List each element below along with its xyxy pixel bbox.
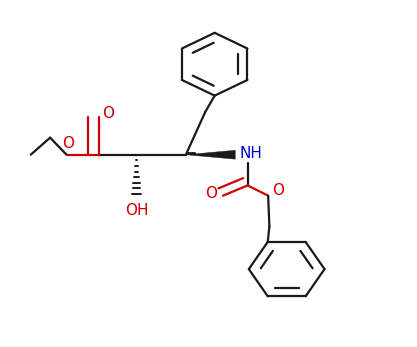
Text: O: O (63, 136, 75, 151)
Text: NH: NH (239, 145, 262, 161)
Text: O: O (272, 183, 284, 198)
Text: O: O (103, 106, 115, 121)
Text: OH: OH (126, 203, 149, 218)
Text: O: O (206, 186, 217, 202)
Polygon shape (186, 150, 235, 159)
